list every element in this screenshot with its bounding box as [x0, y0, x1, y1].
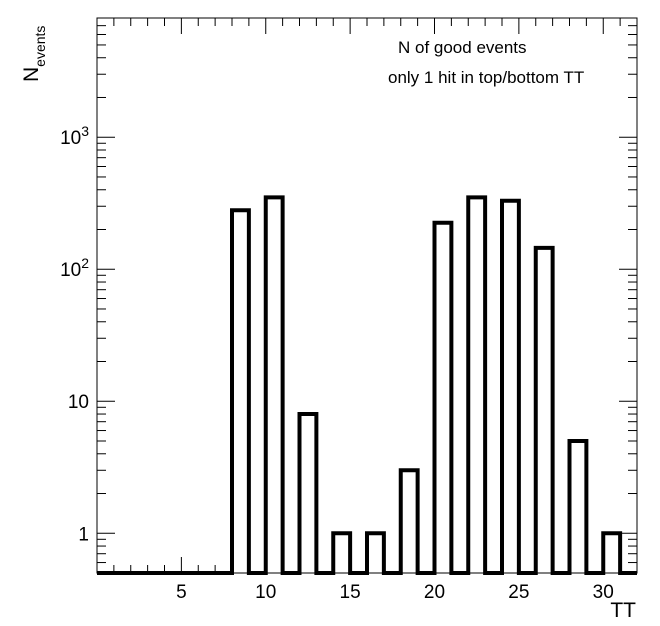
x-tick-label: 20 [424, 582, 445, 603]
histogram-bar [570, 441, 587, 573]
histogram-bar [603, 533, 620, 573]
plot-frame [96, 17, 638, 574]
x-tick-label: 15 [340, 582, 361, 603]
y-tick-label: 102 [60, 255, 89, 281]
histogram-bar [435, 223, 452, 573]
y-tick-label: 103 [60, 123, 89, 149]
legend-line-1: N of good events [398, 38, 527, 57]
histogram-bar [232, 210, 249, 573]
x-ticks: 5 10 15 20 25 30 [113, 18, 621, 603]
histogram-bar [266, 197, 283, 573]
y-minor-ticks [97, 17, 637, 574]
x-tick-label: 5 [176, 582, 187, 603]
y-axis-title-sub: events [32, 26, 48, 67]
legend-line-2: only 1 hit in top/bottom TT [388, 68, 584, 87]
y-axis-title-main: N [20, 67, 43, 82]
x-axis-title: TT [610, 599, 636, 622]
histogram-bar [468, 197, 485, 573]
histogram-bar [367, 533, 384, 573]
histogram-bar [401, 470, 418, 573]
x-tick-label: 25 [508, 582, 529, 603]
svg-text:Nevents: Nevents [20, 26, 48, 82]
x-tick-label: 30 [593, 582, 614, 603]
histogram-outline [97, 195, 637, 575]
y-axis-title: Nevents [20, 26, 48, 82]
y-tick-label: 10 [68, 392, 89, 413]
histogram-bar [502, 201, 519, 573]
y-major-ticks: 1 10 102 103 [60, 123, 637, 545]
histogram-bar [300, 414, 317, 573]
histogram-bar [536, 248, 553, 573]
y-tick-label: 1 [78, 524, 89, 545]
histogram-bars [232, 197, 620, 573]
histogram-bar [333, 533, 350, 573]
x-tick-label: 10 [255, 582, 276, 603]
